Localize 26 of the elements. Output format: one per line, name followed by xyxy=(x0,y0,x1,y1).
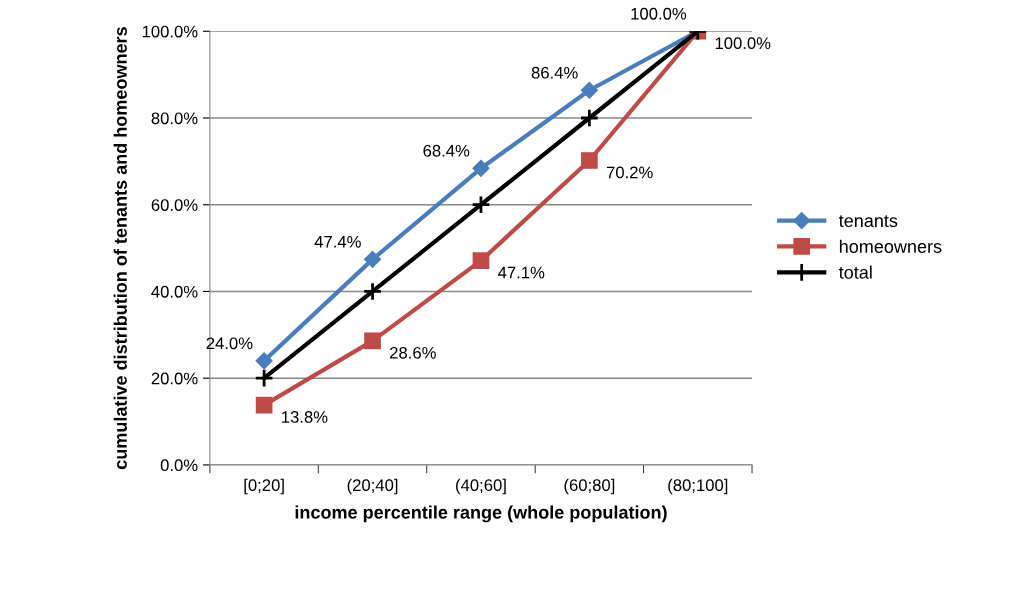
x-tick-label: (80;100] xyxy=(668,478,728,495)
data-label: 13.8% xyxy=(282,411,328,423)
legend-label: tenants xyxy=(838,215,898,228)
data-label: 86.4% xyxy=(531,66,578,79)
data-label: 68.4% xyxy=(423,144,470,157)
data-label: 100.0% xyxy=(631,7,687,20)
y-tick-label: 0.0% xyxy=(160,459,198,472)
x-tick-label: (20;40] xyxy=(347,478,398,495)
x-tick-label: (60;80] xyxy=(564,478,615,495)
data-label: 47.1% xyxy=(498,266,545,279)
x-tick-label: [0;20] xyxy=(244,478,284,495)
data-label: 47.4% xyxy=(314,236,361,248)
y-tick-label: 100.0% xyxy=(142,25,198,38)
y-tick-label: 80.0% xyxy=(151,112,198,125)
data-label: 70.2% xyxy=(606,166,653,179)
data-label: 28.6% xyxy=(390,346,436,359)
data-label: 100.0% xyxy=(715,37,771,50)
x-axis-title: income percentile range (whole population) xyxy=(295,505,667,523)
y-tick-label: 20.0% xyxy=(151,372,198,385)
y-tick-label: 60.0% xyxy=(151,199,198,211)
data-label: 24.0% xyxy=(206,337,253,350)
legend-label: homeowners xyxy=(839,239,942,253)
legend-label: total xyxy=(838,265,872,279)
x-tick-label: (40;60] xyxy=(456,478,506,495)
y-tick-label: 40.0% xyxy=(151,285,198,298)
y-axis-title: cumulative distribution of tenants and homeowners xyxy=(113,27,127,470)
